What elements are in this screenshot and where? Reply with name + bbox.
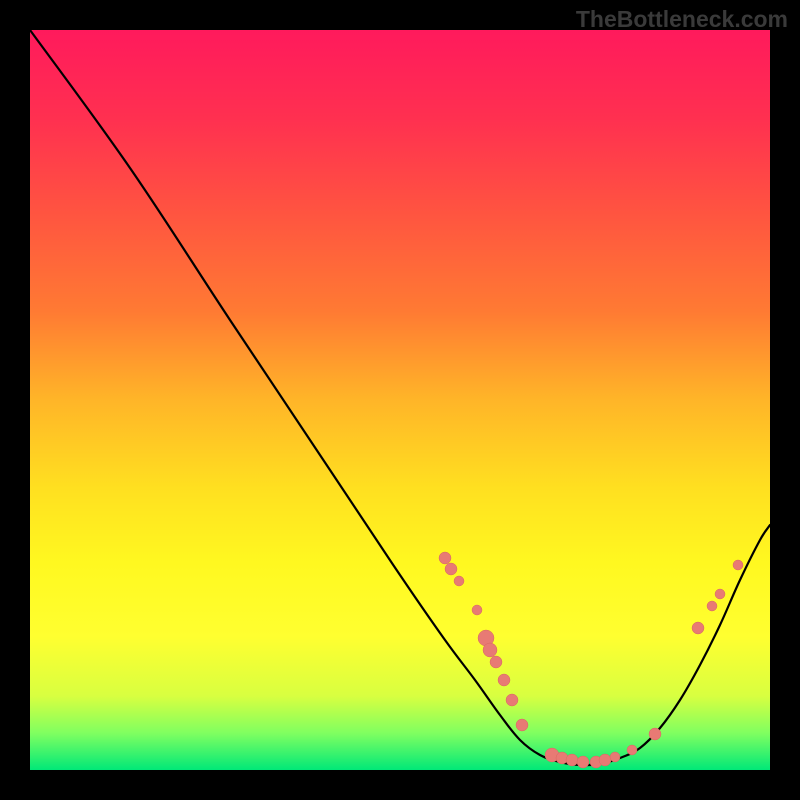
data-marker [506, 694, 518, 706]
bottleneck-chart [0, 0, 800, 800]
data-marker [599, 754, 611, 766]
data-marker [692, 622, 704, 634]
data-marker [715, 589, 725, 599]
data-marker [472, 605, 482, 615]
data-marker [483, 643, 497, 657]
data-marker [439, 552, 451, 564]
watermark-text: TheBottleneck.com [576, 6, 788, 33]
data-marker [516, 719, 528, 731]
data-marker [733, 560, 743, 570]
chart-background [30, 30, 770, 770]
data-marker [490, 656, 502, 668]
data-marker [577, 756, 589, 768]
data-marker [610, 752, 620, 762]
chart-container: TheBottleneck.com [0, 0, 800, 800]
data-marker [707, 601, 717, 611]
data-marker [498, 674, 510, 686]
data-marker [454, 576, 464, 586]
data-marker [566, 754, 578, 766]
data-marker [649, 728, 661, 740]
data-marker [445, 563, 457, 575]
data-marker [627, 745, 637, 755]
